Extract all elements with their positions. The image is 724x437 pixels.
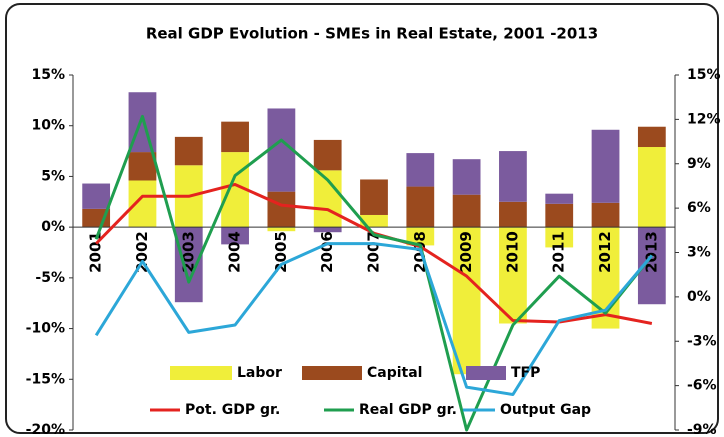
legend-swatch: [302, 366, 362, 380]
x-tick-label: 2006: [318, 231, 336, 273]
y2-tick-label: 15%: [687, 67, 721, 83]
bar: [313, 139, 342, 171]
y-tick-label: 10%: [31, 118, 65, 134]
x-tick-label: 2012: [596, 231, 614, 273]
bar: [591, 202, 620, 228]
bar: [406, 153, 435, 187]
line: [94, 242, 653, 396]
legend-swatch: [170, 366, 232, 380]
legend-label: Output Gap: [500, 402, 591, 418]
bar: [128, 180, 157, 228]
bar: [591, 129, 620, 203]
bar: [545, 193, 574, 204]
y-tick-label: 15%: [31, 67, 65, 83]
bar: [452, 159, 481, 195]
x-tick-label: 2011: [550, 231, 568, 273]
y2-tick-label: -9%: [687, 422, 717, 437]
bar: [221, 121, 249, 153]
bar: [499, 201, 527, 228]
legend-swatch: [466, 366, 506, 380]
bar: [267, 227, 296, 232]
y-tick-label: 5%: [41, 168, 65, 184]
legend-label: Labor: [237, 365, 282, 381]
y-tick-label: 0%: [41, 219, 65, 235]
y-tick-label: -10%: [26, 321, 65, 337]
x-tick-label: 2013: [642, 231, 660, 273]
y2-tick-label: 0%: [687, 289, 711, 305]
legend-label: TFP: [511, 365, 540, 381]
y-tick-label: -20%: [26, 422, 65, 437]
bar: [82, 183, 111, 209]
bar: [174, 227, 203, 303]
bar: [360, 214, 388, 228]
bar: [360, 179, 388, 215]
bar: [452, 194, 481, 228]
x-tick-label: 2004: [226, 231, 244, 273]
bar: [128, 152, 157, 181]
y2-tick-label: 9%: [687, 156, 711, 172]
y-tick-label: -5%: [35, 270, 65, 286]
legend-label: Real GDP gr.: [359, 402, 457, 418]
bar: [221, 227, 249, 245]
line: [94, 114, 654, 432]
chart-title: Real GDP Evolution - SMEs in Real Estate…: [146, 25, 598, 43]
bar: [406, 227, 435, 246]
y-tick-label: -15%: [26, 371, 65, 387]
bar: [313, 227, 342, 233]
bar: [637, 126, 666, 148]
x-tick-label: 2002: [133, 231, 151, 273]
y2-tick-label: 3%: [687, 245, 711, 261]
y2-tick-label: 12%: [687, 111, 721, 127]
y2-tick-label: -6%: [687, 378, 717, 394]
bar: [499, 227, 527, 324]
x-tick-label: 2009: [457, 231, 475, 273]
bar: [174, 136, 203, 166]
y2-tick-label: 6%: [687, 200, 711, 216]
bar: [267, 191, 296, 228]
legend-label: Capital: [367, 365, 422, 381]
legend-label: Pot. GDP gr.: [185, 402, 280, 418]
bar: [452, 227, 481, 375]
y2-tick-label: -3%: [687, 333, 717, 349]
bar: [267, 108, 296, 192]
bar: [406, 186, 435, 228]
bar: [545, 203, 574, 228]
bar: [637, 147, 666, 228]
bar: [545, 227, 574, 248]
x-tick-label: 2007: [365, 231, 383, 273]
bar: [499, 151, 527, 202]
x-tick-label: 2010: [503, 231, 521, 273]
